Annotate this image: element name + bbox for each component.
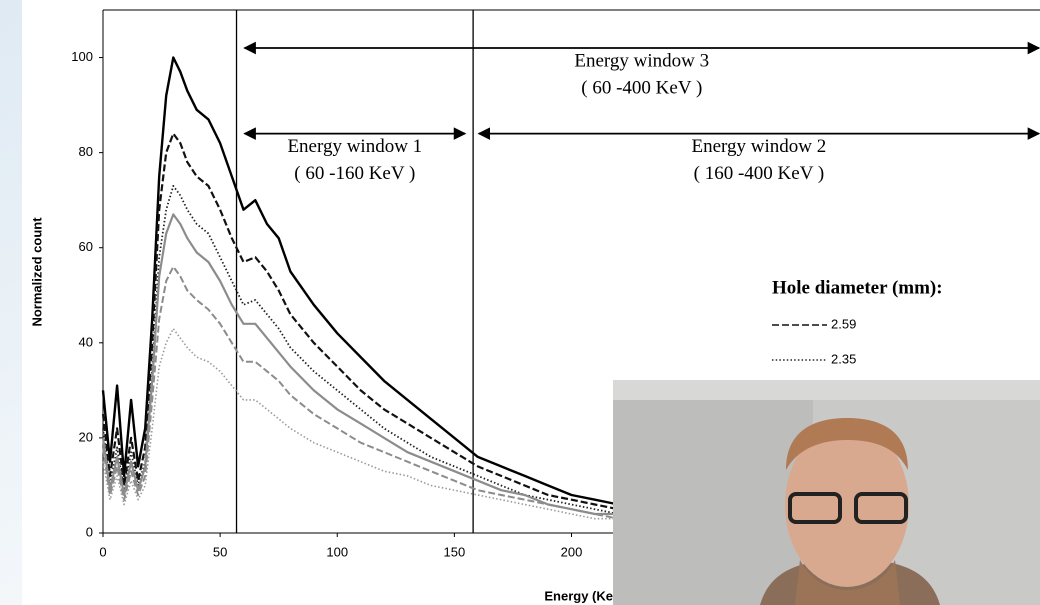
- series-line: [102, 327, 619, 520]
- y-tick-label: 0: [86, 524, 93, 539]
- y-tick-label: 100: [71, 49, 93, 64]
- legend-label: 2.59: [831, 316, 856, 331]
- plot: 0 20 40 60 80 100 0 50 100 150 200 Energy window 3 (…: [71, 9, 1040, 559]
- face: [785, 423, 909, 587]
- webcam: [613, 380, 1040, 605]
- series-line: [102, 265, 619, 520]
- ceiling: [613, 380, 1040, 400]
- x-tick-label: 100: [326, 544, 348, 559]
- series-line: [101, 213, 619, 516]
- window-label: Energy window 1: [287, 136, 422, 157]
- legend-title: Hole diameter (mm):: [772, 277, 943, 298]
- x-tick-label: 0: [99, 544, 106, 559]
- window-label: Energy window 3: [574, 50, 709, 71]
- series-line: [101, 56, 619, 506]
- series-line: [101, 132, 619, 511]
- y-tick-label: 80: [79, 144, 93, 159]
- y-tick-label: 40: [79, 334, 93, 349]
- y-tick-label: 20: [79, 429, 93, 444]
- chin: [795, 560, 900, 605]
- x-tick-label: 50: [213, 544, 227, 559]
- x-tick-label: 150: [444, 544, 466, 559]
- y-tick-label: 60: [79, 239, 93, 254]
- glasses-left: [788, 492, 842, 524]
- legend-label: 2.35: [831, 351, 856, 366]
- x-tick-label: 200: [561, 544, 583, 559]
- y-axis-label: Normalized count: [29, 217, 44, 327]
- window-label: ( 160 -400 KeV ): [694, 163, 825, 184]
- wall: [613, 380, 813, 605]
- window-label: Energy window 2: [692, 136, 827, 157]
- legend: Hole diameter (mm): 2.59 2.35: [772, 277, 943, 366]
- x-axis-label: Energy (Ke: [544, 588, 613, 603]
- hair: [786, 418, 908, 470]
- window-label: ( 60 -400 KeV ): [581, 77, 702, 98]
- window-label: ( 60 -160 KeV ): [294, 163, 415, 184]
- glasses-right: [854, 492, 908, 524]
